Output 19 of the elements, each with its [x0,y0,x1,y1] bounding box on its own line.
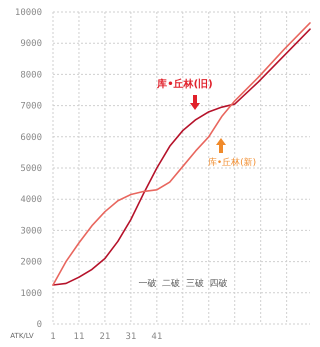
y-tick-label: 2000 [20,258,42,268]
x-tick-label: 11 [74,332,84,342]
y-tick-label: 1000 [20,288,42,299]
y-tick-label: 8000 [20,70,42,80]
y-tick-label: 7000 [20,102,42,112]
x-tick-label: 31 [125,332,136,342]
annotation: 一破 二破 三破 四破 [138,278,228,289]
x-tick-label: 21 [99,332,110,342]
y-tick-label: 9000 [20,39,42,50]
y-tick-label: 5000 [20,164,42,174]
y-tick-label: 4000 [20,195,42,206]
x-tick-label: 1 [50,332,56,342]
annotation: 库•丘林(新) [208,157,256,168]
annotation: 库•丘林(旧) [156,78,213,90]
y-tick-label: 3000 [20,226,42,236]
x-tick-label: 41 [151,332,162,342]
y-tick-label: 0 [36,320,42,330]
y-tick-label: 6000 [20,132,42,143]
y-tick-label: 10000 [14,8,42,18]
